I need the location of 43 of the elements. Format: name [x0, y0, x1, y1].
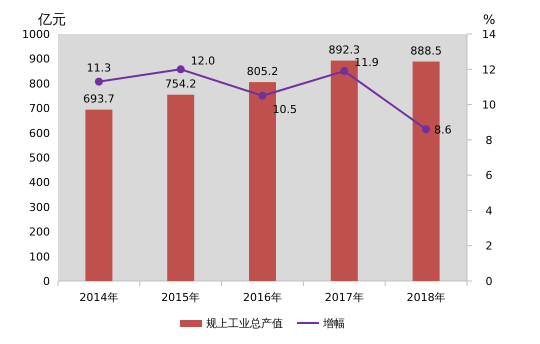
y-tick-label: 200: [29, 226, 50, 239]
y2-tick-label: 6: [486, 169, 492, 182]
y-tick-label: 800: [29, 77, 50, 90]
data-label: 892.3: [328, 44, 360, 57]
legend-label: 增幅: [322, 317, 345, 330]
point: [258, 92, 266, 100]
y-tick-label: 600: [29, 126, 50, 140]
data-label: 888.5: [410, 44, 442, 58]
y-axis-title: 亿元: [37, 12, 66, 28]
y2-tick-label: 2: [486, 240, 492, 253]
y2-tick-label: 14: [482, 28, 496, 41]
x-tick-label: 2017年: [324, 291, 364, 304]
point: [176, 65, 185, 74]
y2-tick-label: 0: [486, 275, 492, 288]
y2-tick-label: 12: [482, 63, 496, 76]
bar: [85, 110, 112, 281]
data-label: 693.7: [83, 92, 115, 106]
point: [340, 67, 348, 76]
data-label: 11.3: [86, 62, 112, 75]
y2-tick-label: 8: [486, 134, 492, 147]
data-label: 805.2: [246, 65, 278, 78]
y-tick-label: 400: [29, 176, 50, 190]
y-tick-label: 300: [29, 200, 50, 214]
data-label: 754.2: [164, 78, 196, 91]
x-tick-label: 2015年: [161, 291, 200, 304]
y-tick-label: 0: [43, 275, 50, 288]
point: [422, 125, 430, 134]
data-label: 12.0: [190, 54, 216, 68]
y2-axis-title: %: [483, 13, 496, 28]
y-tick-label: 100: [29, 250, 50, 264]
y-tick-label: 500: [29, 152, 50, 164]
point: [94, 78, 103, 86]
y-tick-label: 1000: [22, 28, 50, 41]
y-tick-label: 900: [29, 52, 50, 66]
y2-tick-label: 4: [486, 204, 492, 218]
y-tick-label: 700: [29, 102, 50, 116]
x-tick-label: 2016年: [243, 291, 282, 304]
bar: [167, 94, 194, 281]
legend-label: 规上工业总产值: [206, 317, 283, 330]
data-label: 11.9: [354, 56, 379, 70]
x-tick-label: 2014年: [79, 291, 118, 304]
y2-tick-label: 10: [482, 98, 496, 112]
x-tick-label: 2018年: [406, 291, 446, 304]
